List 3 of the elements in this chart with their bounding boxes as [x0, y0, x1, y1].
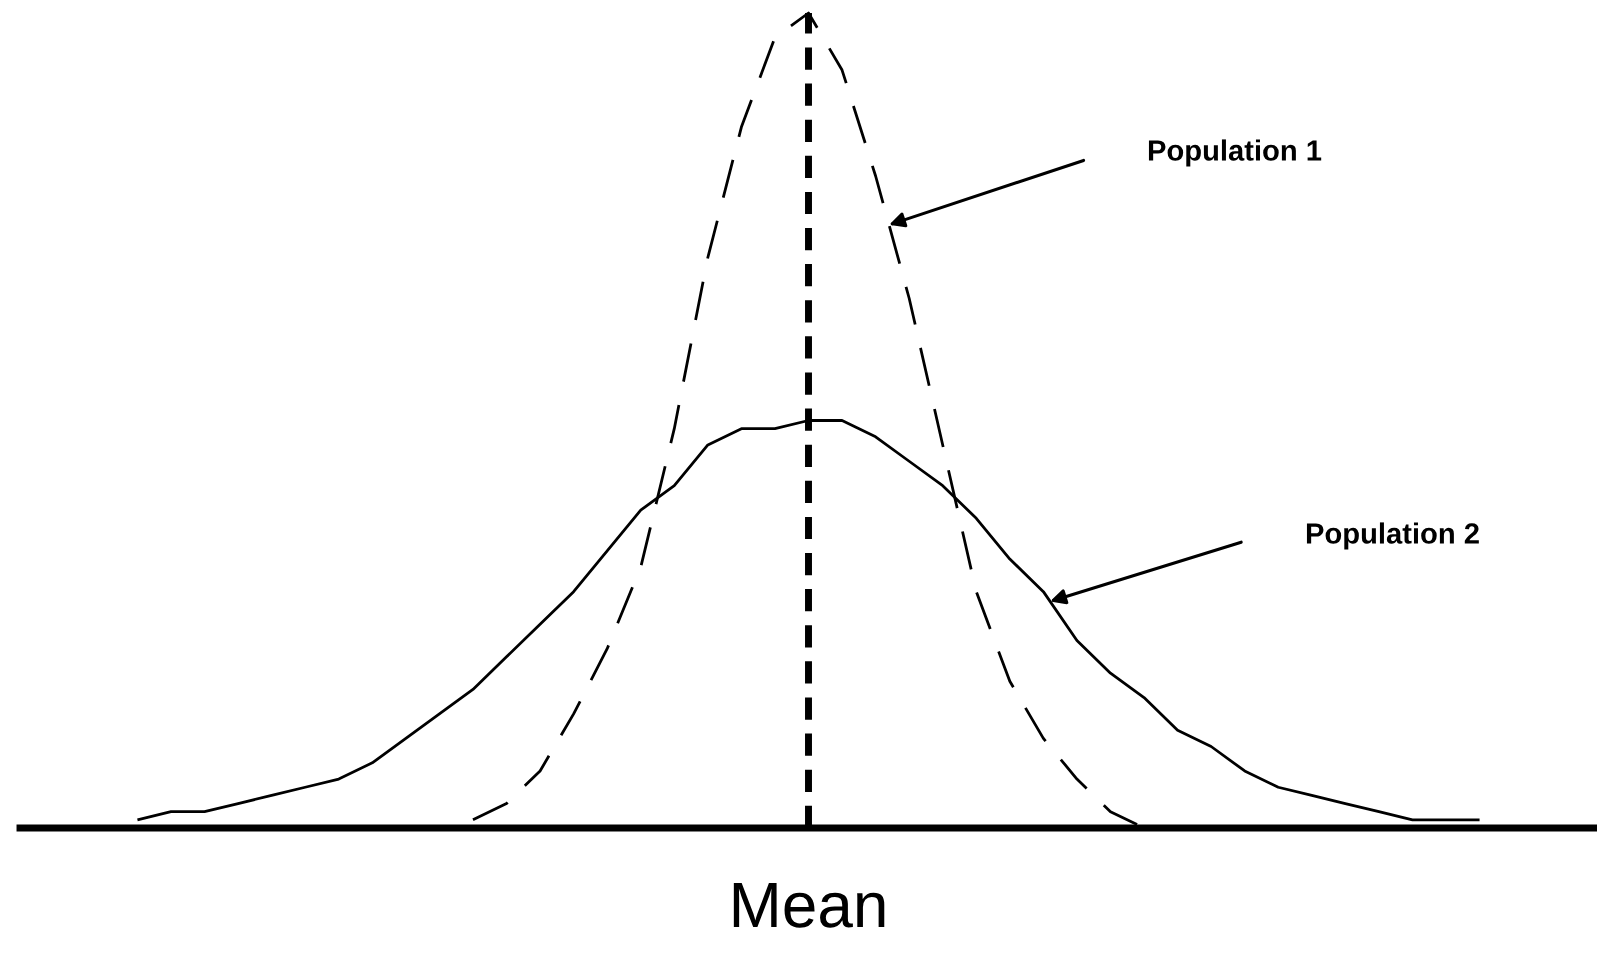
annotation: Population 2 [1306, 522, 1479, 550]
text: Mean [733, 883, 885, 928]
annotation: Population 1 [1148, 139, 1322, 167]
